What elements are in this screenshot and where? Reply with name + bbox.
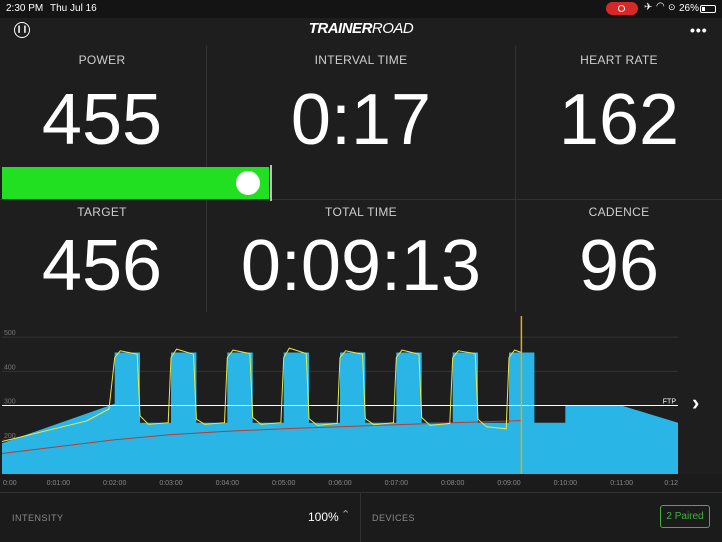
actual-power-line [1, 347, 522, 442]
interval-time-label: INTERVAL TIME [314, 53, 408, 67]
battery-percent: 26% [679, 3, 700, 14]
target-value: 456 [41, 226, 163, 306]
chevron-up-icon[interactable]: ⌃ [341, 509, 351, 521]
power-zone-bar [2, 167, 269, 199]
x-tick-label: 0:01:00 [47, 480, 70, 487]
screen-recording-icon[interactable] [606, 2, 638, 15]
status-date: Thu Jul 16 [50, 3, 97, 14]
heart-rate-line [1, 420, 522, 454]
x-tick-label: 0:08:00 [441, 480, 464, 487]
orientation-lock-icon: ⊙ [668, 2, 676, 12]
x-tick-label: 0:06:00 [328, 480, 351, 487]
bottom-divider [360, 493, 361, 542]
divider-h1 [0, 199, 722, 200]
y-tick-label: 400 [4, 364, 16, 371]
target-label: TARGET [77, 205, 127, 219]
status-bar: 2:30 PM Thu Jul 16 ✈ ◠ ⊙ 26% [0, 0, 722, 18]
pause-icon[interactable]: ❙❙ [14, 22, 30, 38]
bottom-bar: INTENSITY 100% ⌃ DEVICES 2 Paired [0, 492, 722, 542]
workout-chart[interactable]: 500 400 300 200 FTP 0:00 0:01:00 0:02:00 0:03:00… [0, 316, 722, 492]
intensity-label: INTENSITY [12, 513, 64, 523]
x-tick-label: 0:09:00 [497, 480, 520, 487]
heart-rate-value: 162 [558, 80, 680, 160]
x-tick-label: 0:11:00 [610, 480, 633, 487]
cadence-value: 96 [578, 226, 660, 306]
power-zone-knob [236, 171, 260, 195]
x-tick-label: 0:10:00 [554, 480, 577, 487]
more-icon[interactable]: ••• [690, 22, 708, 38]
target-workout-area [2, 352, 678, 474]
power-zone-bar-end [270, 165, 272, 201]
heart-rate-label: HEART RATE [580, 53, 658, 67]
x-tick-label: 0:04:00 [216, 480, 239, 487]
cadence-label: CADENCE [588, 205, 650, 219]
x-tick-label: 0:07:00 [385, 480, 408, 487]
status-time: 2:30 PM [6, 3, 44, 14]
devices-label: DEVICES [372, 513, 416, 523]
x-tick-label: 0:12 [664, 480, 678, 487]
power-label: POWER [78, 53, 126, 67]
total-time-value: 0:09:13 [240, 226, 482, 306]
chevron-right-icon[interactable]: › [692, 390, 700, 415]
intensity-value[interactable]: 100% [308, 510, 339, 524]
y-tick-label: 500 [4, 330, 16, 337]
app-logo: TRAINERROAD [240, 20, 482, 37]
workout-chart-svg: 500 400 300 200 FTP 0:00 0:01:00 0:02:00 0:03:00… [0, 316, 722, 492]
airplane-icon: ✈ [644, 2, 653, 13]
logo-light-text: ROAD [371, 20, 414, 37]
interval-time-value: 0:17 [290, 80, 432, 160]
total-time-label: TOTAL TIME [325, 205, 397, 219]
battery-icon [700, 5, 716, 13]
y-tick-label: 200 [4, 433, 16, 440]
x-tick-label: 0:05:00 [272, 480, 295, 487]
divider-v2 [515, 46, 516, 312]
logo-bold-text: TRAINER [308, 20, 373, 37]
x-axis-band [0, 474, 722, 492]
ftp-label: FTP [663, 399, 677, 406]
power-value: 455 [41, 80, 163, 160]
x-tick-label: 0:03:00 [159, 480, 182, 487]
x-tick-label: 0:02:00 [103, 480, 126, 487]
y-tick-label: 300 [4, 399, 16, 406]
wifi-icon: ◠ [656, 1, 665, 12]
paired-devices-button[interactable]: 2 Paired [660, 505, 710, 528]
x-tick-label: 0:00 [3, 480, 17, 487]
